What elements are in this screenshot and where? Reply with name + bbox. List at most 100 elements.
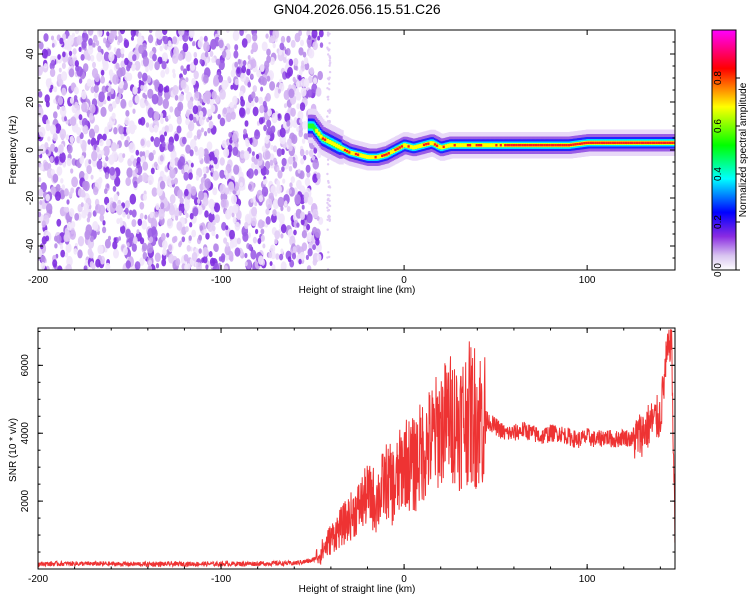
ridge-peak [385,153,388,156]
ridge-peak [614,141,617,144]
noise-speckle [300,218,305,226]
ridge-peak [422,143,426,146]
noise-speckle [44,94,50,103]
noise-speckle [254,96,259,103]
noise-speckle [86,78,92,87]
noise-speckle [328,255,331,259]
ridge-core [493,143,497,148]
noise-speckle [251,162,255,170]
ridge-peak [519,144,522,147]
noise-speckle [88,159,92,165]
noise-speckle [308,149,314,157]
noise-speckle [73,248,78,255]
noise-speckle [106,138,111,147]
ridge-peak [655,141,659,144]
noise-speckle [213,243,219,252]
noise-speckle [237,58,241,65]
noise-speckle [269,153,275,162]
noise-speckle [234,61,239,68]
noise-speckle [239,182,243,187]
noise-speckle [328,204,332,208]
noise-speckle [251,91,256,99]
noise-speckle [269,159,274,166]
snr-series-line [38,329,675,568]
noise-speckle [288,156,294,165]
noise-speckle [247,168,254,179]
noise-speckle [328,108,331,111]
noise-speckle [48,209,53,215]
noise-speckle [230,69,236,78]
noise-speckle [95,203,101,214]
noise-speckle [274,238,278,245]
noise-speckle [249,137,253,144]
noise-speckle [38,248,43,258]
noise-speckle [64,231,71,242]
noise-speckle [277,88,281,94]
noise-speckle [299,211,306,220]
ridge-peak [515,144,518,147]
noise-speckle [208,151,215,162]
noise-speckle [162,240,168,250]
noise-speckle [131,243,137,252]
noise-speckle [57,265,63,270]
noise-speckle [125,260,131,269]
ridge-peak [477,144,481,147]
noise-speckle [159,45,163,52]
noise-speckle [283,89,290,101]
noise-speckle [161,52,168,63]
noise-speckle [255,228,259,235]
noise-speckle [234,221,241,231]
ridge-peak [442,145,446,148]
noise-speckle [308,48,315,59]
noise-speckle [193,58,199,66]
noise-speckle [56,218,62,227]
noise-speckle [281,166,285,173]
noise-speckle [61,62,66,69]
noise-speckle [258,195,263,203]
noise-speckle [265,150,271,160]
noise-speckle [78,46,82,53]
noise-speckle [311,83,318,94]
ridge-peak [649,141,652,144]
noise-speckle [270,185,277,195]
noise-speckle [273,157,277,164]
noise-speckle [160,117,164,125]
noise-speckle [51,43,55,48]
noise-speckle [45,149,49,155]
noise-speckle [106,183,110,189]
noise-speckle [291,252,297,260]
noise-speckle [307,196,314,206]
noise-speckle [157,30,163,40]
noise-speckle [142,242,148,252]
noise-speckle [120,133,125,140]
noise-speckle [167,114,171,120]
noise-speckle [87,211,92,219]
noise-speckle [279,253,284,261]
noise-speckle [139,257,145,266]
noise-speckle [231,212,235,218]
noise-speckle [184,188,189,197]
noise-speckle [183,253,189,262]
noise-speckle [132,64,136,70]
noise-speckle [189,149,194,157]
noise-speckle [96,159,103,170]
ridge-peak [622,141,626,144]
noise-speckle [280,35,286,44]
noise-speckle [136,177,141,184]
noise-speckle [81,102,88,113]
noise-speckle [254,129,261,140]
noise-speckle [99,54,103,60]
noise-speckle [266,48,271,56]
noise-speckle [307,89,313,98]
ridge-peak [567,144,571,147]
spectrogram-ridge-layer [307,108,675,171]
noise-speckle [284,112,291,123]
noise-speckle [133,180,138,189]
noise-speckle [215,173,219,180]
noise-speckle [198,110,204,119]
ridge-peak [534,144,538,147]
noise-speckle [104,126,110,135]
noise-speckle [267,134,271,140]
ridge-peak [321,137,325,140]
noise-speckle [287,138,292,146]
